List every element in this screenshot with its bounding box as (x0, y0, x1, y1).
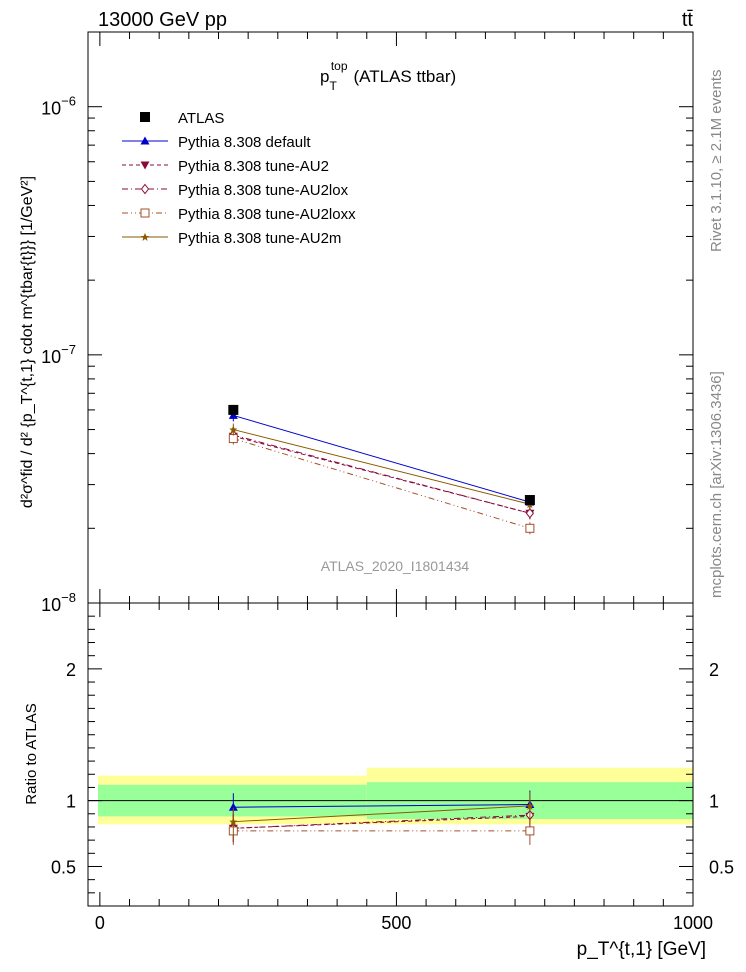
ratio-series-line-4 (233, 805, 530, 823)
tick-base: 10 (41, 99, 61, 119)
title-sub: T (329, 79, 337, 93)
legend-label: Pythia 8.308 tune-AU2lox (178, 182, 349, 199)
title-main: p (320, 67, 329, 86)
ratio-series-line-2 (233, 814, 530, 829)
tick-exponent: −8 (61, 590, 76, 605)
main-series-marker-0 (228, 410, 238, 419)
main-series-marker-4 (229, 425, 238, 434)
main-panel: 10−810−710−6 pTtop(ATLAS ttbar) ATLAS_20… (19, 31, 694, 615)
main-y-tick-label: 10−6 (41, 94, 76, 119)
title-sup: top (331, 59, 348, 73)
ratio-y-tick-label-right: 0.5 (709, 857, 734, 877)
watermark: ATLAS_2020_I1801434 (321, 558, 470, 574)
ratio-series-marker-4 (229, 817, 238, 826)
ratio-series-marker-0 (228, 802, 238, 811)
atlas-data-point (228, 404, 239, 415)
header-right: tt̄ (682, 9, 694, 31)
ratio-x-tick-label: 1000 (673, 913, 713, 933)
ratio-y-tick-label: 0.5 (51, 857, 76, 877)
ratio-series-marker-3 (525, 826, 535, 836)
legend: ATLAS Pythia 8.308 default Pythia 8.308 tu… (122, 110, 356, 247)
ratio-y-axis-label: Ratio to ATLAS (23, 703, 40, 804)
ratio-ylabel: Ratio to ATLAS (23, 703, 40, 804)
main-ylabel: d²σ^fid / d² {p_T^{t,1} cdot m^{tbar{t}}… (19, 176, 36, 508)
ratio-y-tick-label-right: 2 (709, 660, 719, 680)
legend-marker (140, 161, 150, 170)
main-series-marker-3 (525, 523, 535, 533)
legend-label: Pythia 8.308 tune-AU2loxx (178, 206, 356, 223)
ratio-y-tick-label: 2 (66, 660, 76, 680)
legend-marker (140, 208, 150, 218)
tick-exponent: −6 (61, 94, 76, 109)
main-series-line-4 (233, 429, 531, 505)
tick-base: 10 (41, 595, 61, 615)
legend-label: ATLAS (178, 110, 224, 127)
main-y-tick-label: 10−7 (41, 342, 76, 367)
mcplots-label: mcplots.cern.ch [arXiv:1306.3436] (708, 371, 725, 598)
ratio-series-line-0 (233, 804, 530, 808)
ratio-x-tick-label: 0 (95, 913, 105, 933)
ratio-series-marker-4 (525, 801, 534, 810)
main-y-axis-label: d²σ^fid / d² {p_T^{t,1} cdot m^{tbar{t}}… (19, 176, 36, 508)
main-series-line-1 (233, 435, 531, 514)
main-series-marker-2 (525, 507, 535, 519)
main-series-line-0 (233, 414, 531, 503)
ratio-series-line-1 (233, 815, 530, 829)
legend-label: Pythia 8.308 default (178, 134, 311, 151)
header-left: 13000 GeV pp (98, 9, 227, 31)
rivet-label: Rivet 3.1.10, ≥ 2.1M events (708, 69, 725, 253)
title-rest: (ATLAS ttbar) (354, 67, 457, 86)
legend-marker (141, 233, 149, 241)
atlas-data-point (524, 495, 535, 506)
legend-label: Pythia 8.308 tune-AU2 (178, 158, 329, 175)
legend-marker (140, 183, 150, 195)
legend-marker (140, 112, 150, 122)
main-series-marker-3 (228, 434, 238, 444)
plot-title: pTtop (ATLAS ttbar) (320, 59, 456, 93)
ratio-frame (87, 602, 694, 907)
legend-label: Pythia 8.308 tune-AU2m (178, 230, 341, 247)
main-series (228, 404, 535, 535)
main-y-tick-label: 10−8 (41, 590, 76, 615)
main-axis-ticks: 10−810−710−6 (41, 31, 694, 615)
tick-base: 10 (41, 347, 61, 367)
ratio-y-tick-label-right: 1 (709, 792, 719, 812)
ratio-series (228, 790, 535, 845)
main-series-line-3 (233, 438, 531, 529)
ratio-panel: 0.5 0.5 1 1 2 2 0 500 1000 Ratio to ATLAS p_T^{t… (23, 602, 734, 960)
ratio-x-tick-label: 500 (381, 913, 411, 933)
legend-marker (140, 136, 150, 145)
x-axis-label: p_T^{t,1} [GeV] (577, 939, 706, 960)
ratio-y-tick-label: 1 (66, 792, 76, 812)
ratio-bands (88, 767, 693, 825)
tick-exponent: −7 (61, 342, 76, 357)
main-series-line-2 (233, 434, 531, 514)
ratio-axis-ticks: 0.5 0.5 1 1 2 2 0 500 1000 (51, 603, 734, 933)
